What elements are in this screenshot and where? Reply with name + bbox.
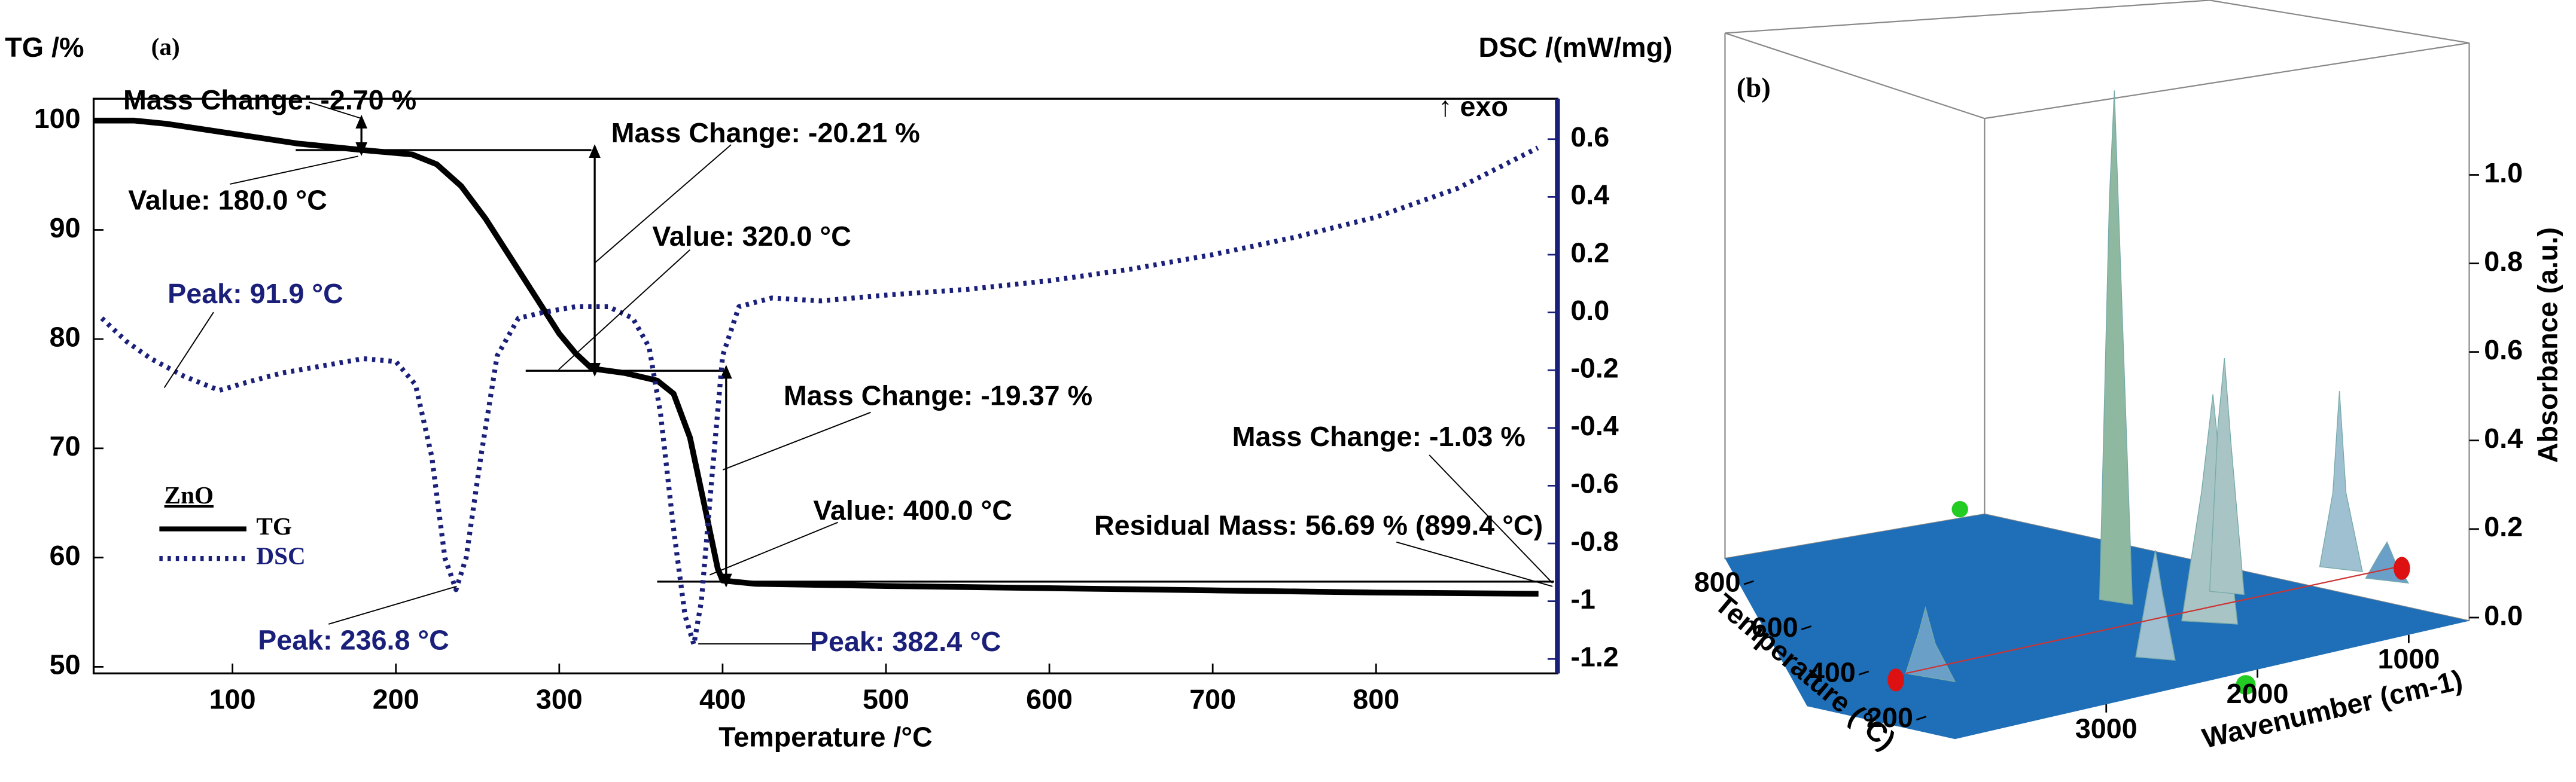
y-tick-label: 90 [50, 212, 81, 243]
panel-label: (a) [151, 33, 180, 61]
legend-label: DSC [256, 542, 305, 570]
surface-base [1725, 514, 2470, 740]
leader-line [709, 521, 838, 576]
x-tick-label: 3000 [2075, 713, 2137, 744]
x-tick-label: 400 [699, 683, 746, 714]
z-tick-label: 1.0 [2484, 157, 2523, 188]
annotation: Mass Change: -2.70 % [123, 84, 416, 115]
leader-line [328, 585, 457, 625]
y2-tick-label: -0.2 [1570, 353, 1618, 384]
y-tick [1743, 580, 1754, 585]
y2-tick-label: -1.2 [1570, 642, 1618, 673]
z-tick-label: 0.8 [2484, 246, 2523, 277]
annotation: Peak: 91.9 °C [168, 278, 343, 309]
trace-line [1905, 566, 2399, 674]
leader-line [722, 411, 871, 471]
y2-tick-label: -0.6 [1570, 468, 1618, 499]
y-axis-label: TG /% [5, 32, 84, 63]
y-tick [1801, 625, 1812, 631]
marker [1887, 668, 1904, 692]
annotation: Value: 320.0 °C [652, 221, 851, 252]
x-tick-label: 2000 [2227, 678, 2289, 709]
panel-label: (b) [1737, 72, 1771, 103]
y2-tick-label: -1 [1570, 584, 1595, 615]
leader-line [230, 155, 358, 185]
y2-tick-label: 0.0 [1570, 295, 1609, 326]
x-tick-label: 1000 [2377, 643, 2440, 674]
y2-tick-label: -0.8 [1570, 526, 1618, 557]
leader-line [163, 311, 214, 389]
annotation: Mass Change: -20.21 % [611, 117, 920, 148]
y2-tick-label: -0.4 [1570, 410, 1618, 441]
annotation: Peak: 382.4 °C [810, 626, 1001, 657]
x-tick-label: 500 [863, 683, 909, 714]
note: ↑ exo [1438, 91, 1508, 122]
y-tick-label: 60 [50, 540, 81, 571]
leader-line [594, 144, 732, 264]
y-tick-label: 100 [34, 103, 81, 134]
y2-tick-label: 0.2 [1570, 237, 1609, 268]
marker [2236, 675, 2256, 695]
leader-line [558, 249, 691, 371]
surface-peaks [1905, 90, 2410, 682]
legend-title: ZnO [165, 481, 214, 509]
z-axis-label: Absorbance (a.u.) [2532, 227, 2563, 463]
x-tick-label: 600 [1026, 683, 1073, 714]
box-3d [1724, 0, 2470, 622]
annotation: Mass Change: -1.03 % [1232, 421, 1525, 452]
z-tick-label: 0.6 [2484, 334, 2523, 365]
leader-line [1429, 454, 1553, 584]
z-tick-label: 0.4 [2484, 423, 2523, 454]
y-tick-label: 600 [1752, 612, 1798, 643]
leader-line [308, 101, 362, 120]
annotation: Peak: 236.8 °C [258, 624, 449, 655]
x-tick-label: 700 [1189, 683, 1236, 714]
y2-axis-label: DSC /(mW/mg) [1479, 32, 1673, 63]
y-tick-label: 50 [50, 649, 81, 680]
y-tick-label: 800 [1694, 567, 1741, 598]
x-tick-label: 200 [373, 683, 419, 714]
z-tick-label: 0.0 [2484, 600, 2523, 631]
annotation: Residual Mass: 56.69 % (899.4 °C) [1094, 509, 1543, 540]
x-axis-label: Temperature /°C [718, 722, 933, 753]
y-tick-label: 200 [1866, 702, 1913, 733]
y-tick [1858, 670, 1869, 676]
leader-line [1396, 541, 1553, 587]
y2-tick-label: 0.6 [1570, 121, 1609, 152]
annotation: Value: 400.0 °C [813, 495, 1012, 526]
annotation: Mass Change: -19.37 % [784, 380, 1092, 411]
legend-label: TG [256, 512, 292, 540]
annotation: Value: 180.0 °C [128, 185, 327, 216]
y-tick [1916, 716, 1927, 721]
z-tick-label: 0.2 [2484, 511, 2523, 542]
y-tick-label: 80 [50, 322, 81, 353]
series-line [93, 117, 1539, 597]
x-tick-label: 800 [1353, 683, 1399, 714]
x-tick-label: 300 [536, 683, 583, 714]
marker [2394, 557, 2410, 580]
marker [1951, 500, 1968, 518]
y-tick-label: 70 [50, 430, 81, 462]
y2-tick-label: 0.4 [1570, 179, 1609, 210]
x-tick-label: 100 [209, 683, 256, 714]
y-tick-label: 400 [1809, 657, 1856, 688]
